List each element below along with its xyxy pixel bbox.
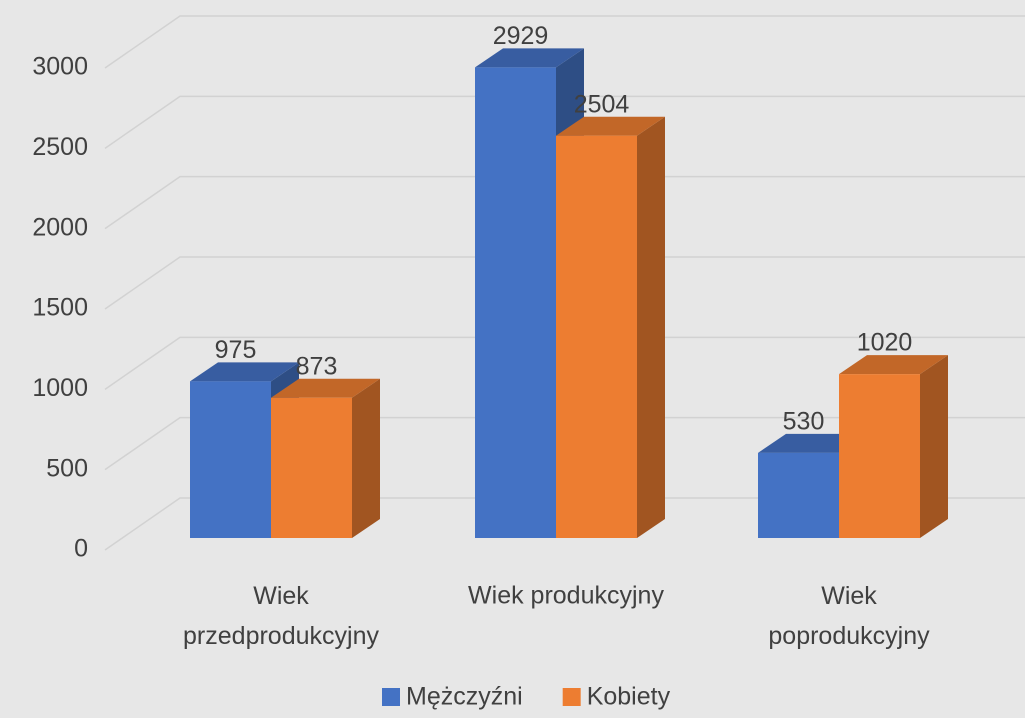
grid-line: [104, 497, 1025, 551]
grid-line: [104, 256, 1025, 310]
legend-swatch: [562, 688, 581, 706]
y-tick-label: 0: [74, 535, 88, 563]
y-tick-label: 500: [46, 454, 88, 482]
legend-label: Mężczyźni: [406, 683, 523, 711]
bar-side: [920, 355, 948, 538]
bar: [271, 397, 352, 538]
grid-line: [104, 95, 1025, 149]
bar: [190, 381, 271, 538]
y-tick-label: 3000: [32, 53, 88, 81]
bar-side: [352, 378, 380, 538]
bar-top: [839, 355, 948, 375]
data-label: 1020: [857, 329, 913, 357]
legend-label: Kobiety: [587, 683, 671, 711]
bar-top: [271, 378, 380, 398]
data-label: 2504: [574, 90, 630, 118]
data-label: 2929: [493, 22, 549, 50]
bar: [475, 67, 556, 538]
bar: [758, 452, 839, 538]
x-tick-label: Wiek poprodukcyjny: [768, 582, 930, 650]
bar-top: [556, 116, 665, 136]
data-label: 975: [215, 336, 257, 364]
bar: [839, 374, 920, 538]
data-label: 530: [783, 407, 825, 435]
grid-line: [104, 336, 1025, 390]
y-tick-label: 1500: [32, 294, 88, 322]
grid-line: [104, 15, 1025, 69]
y-tick-label: 2000: [32, 213, 88, 241]
bar: [556, 135, 637, 538]
x-tick-label: Wiek przedprodukcyjny: [183, 582, 379, 650]
data-label: 873: [296, 352, 338, 380]
legend-swatch: [382, 688, 400, 706]
bar-side: [637, 116, 665, 538]
y-tick-label: 1000: [32, 374, 88, 402]
bar-top: [475, 48, 584, 68]
y-tick-label: 2500: [32, 133, 88, 161]
grid-line: [104, 175, 1025, 230]
bar-top: [190, 362, 299, 382]
grid-line: [104, 416, 1025, 471]
x-tick-label: Wiek produkcyjny: [468, 582, 664, 610]
